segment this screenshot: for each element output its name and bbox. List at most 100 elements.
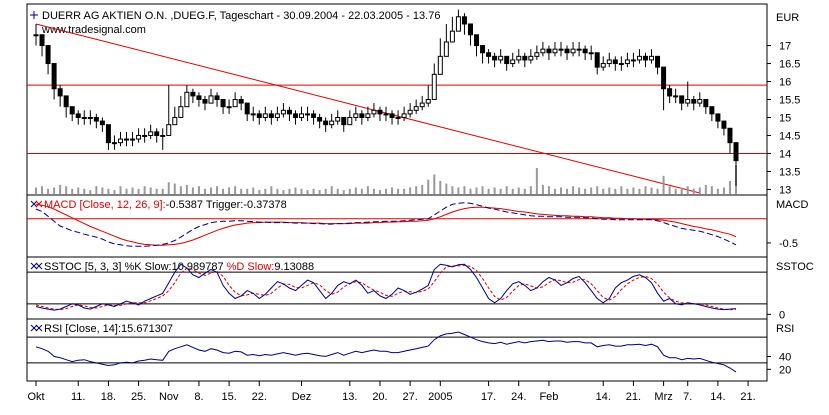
candle-body xyxy=(624,59,630,65)
candle-body xyxy=(75,113,81,118)
candle-body xyxy=(437,55,443,75)
candle-body xyxy=(202,99,208,104)
candle-body xyxy=(449,30,455,43)
volume-bar xyxy=(246,188,249,194)
candle-body xyxy=(461,16,467,25)
volume-bar xyxy=(89,190,92,194)
price-y-tick-label: 13.5 xyxy=(779,166,800,178)
volume-bar xyxy=(481,186,484,194)
volume-bar xyxy=(596,186,599,194)
candle-body xyxy=(178,106,184,118)
macd-trigger-prefix: Trigger: xyxy=(206,199,244,211)
volume-bar xyxy=(372,188,375,194)
volume-bar xyxy=(397,188,400,194)
candle-body xyxy=(709,106,715,115)
volume-bar xyxy=(457,187,460,194)
volume-bar xyxy=(149,187,152,194)
volume-bar xyxy=(463,186,466,194)
candle-body xyxy=(691,99,697,104)
volume-bar xyxy=(566,188,569,194)
volume-bar xyxy=(692,188,695,194)
volume-bar xyxy=(553,188,556,194)
price-y-tick-label: 14 xyxy=(779,148,791,160)
volume-bar xyxy=(306,190,309,194)
volume-bar xyxy=(185,184,188,194)
candle-body xyxy=(516,55,522,61)
candle-body xyxy=(220,99,226,108)
macd-panel: MACD [Close, 12, 26, 9]:-0.5387 Trigger:… xyxy=(26,194,808,258)
volume-bar xyxy=(258,190,261,194)
rsi-panel-label: RSI xyxy=(776,323,794,335)
volume-bar xyxy=(228,187,231,194)
sstoc-icon xyxy=(30,262,43,270)
candle-body xyxy=(226,106,232,109)
volume-bar xyxy=(203,188,206,194)
candle-body xyxy=(329,120,335,126)
price-y-tick-label: 14.5 xyxy=(779,130,800,142)
price-y-axis: 17 16.5 16 15.5 15 14.5 14 13.5 13 xyxy=(767,41,800,196)
candle-body xyxy=(667,88,673,97)
x-tick-label: 13. xyxy=(342,391,357,403)
volume-bar xyxy=(523,188,526,194)
volume-bar xyxy=(264,188,267,194)
candle-body xyxy=(244,102,250,115)
candle-body xyxy=(642,55,648,61)
candle-body xyxy=(286,109,292,115)
candle-body xyxy=(124,138,130,141)
candle-body xyxy=(274,113,280,118)
candle-body xyxy=(377,109,383,115)
candle-body xyxy=(612,59,618,65)
volume-bar xyxy=(572,186,575,194)
candle-body xyxy=(413,106,419,111)
candle-body xyxy=(353,113,359,118)
candle-body xyxy=(594,52,600,68)
candle-body xyxy=(721,120,727,129)
candle-body xyxy=(262,113,268,118)
volume-bar xyxy=(487,188,490,194)
volume-bar xyxy=(680,187,683,194)
candle-body xyxy=(685,99,691,104)
candle-body xyxy=(498,55,504,61)
candle-body xyxy=(99,120,105,126)
volume-bar xyxy=(529,186,532,194)
volume-bar xyxy=(620,186,623,194)
rsi-line xyxy=(35,331,737,373)
candle-body xyxy=(111,142,117,145)
volume-bar xyxy=(445,183,448,194)
macd-label: MACD [Close, 12, 26, 9]:-0.5387 Trigger:… xyxy=(44,199,287,211)
volume-bar xyxy=(427,179,430,194)
volume-bar xyxy=(282,190,285,194)
volume-bar xyxy=(403,188,406,194)
volume-bar xyxy=(535,168,538,194)
candle-body xyxy=(715,113,721,122)
x-tick-label: 25. xyxy=(131,391,146,403)
candle-body xyxy=(280,109,286,115)
volume-bar xyxy=(131,187,134,194)
candle-body xyxy=(467,23,473,36)
volume-bar xyxy=(35,187,37,194)
chart-source: www.tradesignal.com xyxy=(41,24,146,36)
volume-bar xyxy=(686,186,689,194)
sstoc-k-line xyxy=(35,263,737,311)
volume-bar xyxy=(421,184,424,194)
volume-bar xyxy=(101,187,104,194)
volume-bar xyxy=(499,188,502,194)
candle-body xyxy=(383,113,389,116)
volume-bar xyxy=(608,187,611,194)
volume-bar xyxy=(602,188,605,194)
candle-body xyxy=(407,109,413,115)
volume-bar xyxy=(475,187,478,194)
x-tick-label: 22. xyxy=(252,391,267,403)
volume-bar xyxy=(578,187,581,194)
candle-body xyxy=(371,109,377,115)
candle-body xyxy=(117,138,123,144)
sstoc-panel-label: SSTOC xyxy=(776,261,814,273)
volume-bar xyxy=(47,188,50,194)
candle-body xyxy=(480,45,486,54)
candle-body xyxy=(534,52,540,57)
volume-bar xyxy=(451,186,454,194)
volume-bar xyxy=(722,187,725,194)
volume-bar xyxy=(674,188,677,194)
candle-body xyxy=(395,116,401,119)
